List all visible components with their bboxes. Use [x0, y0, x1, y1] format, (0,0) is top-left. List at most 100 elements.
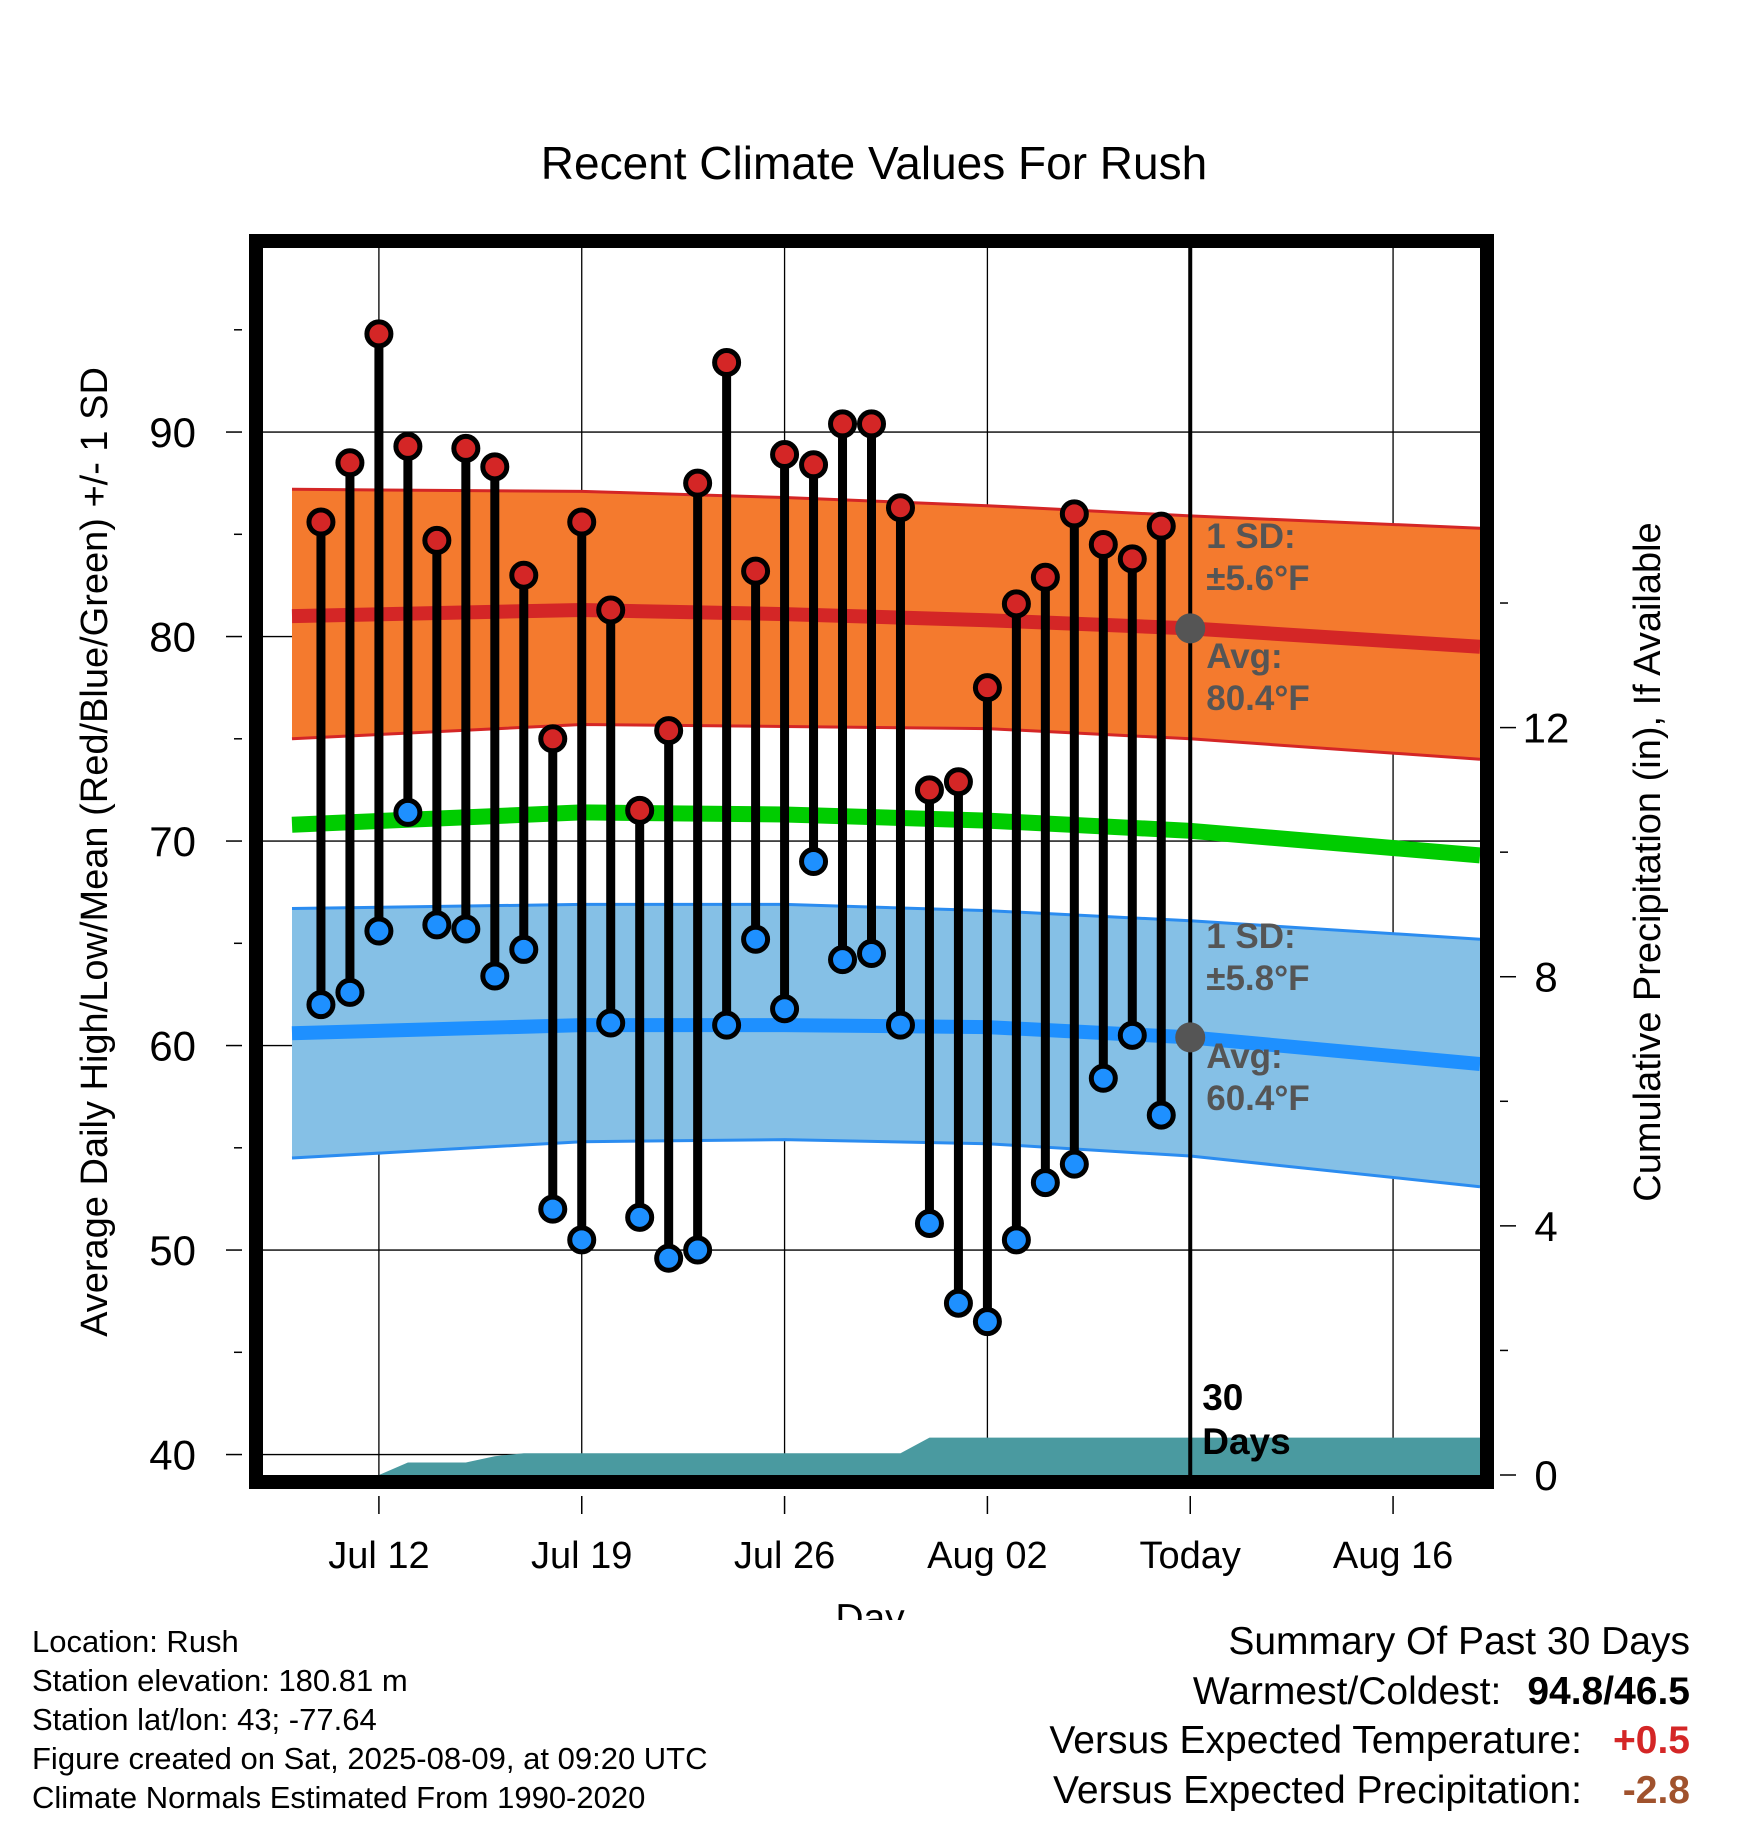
- summary-title: Summary Of Past 30 Days: [1228, 1620, 1690, 1663]
- plot-clip-group: [263, 248, 1480, 1475]
- low-band-lower-edge: [291, 1138, 1480, 1189]
- y2-tick-label: 8: [1534, 954, 1557, 1001]
- x-axis-label: Day: [835, 1597, 905, 1620]
- daily-low-point: [364, 916, 394, 946]
- high-avg-value: 80.4°F: [1206, 679, 1310, 718]
- daily-low-point: [799, 847, 829, 876]
- daily-low-point: [770, 994, 800, 1024]
- daily-high-point: [509, 560, 539, 590]
- daily-low-point: [828, 945, 858, 975]
- summary-precip-label: Versus Expected Precipitation:: [1053, 1768, 1582, 1812]
- daily-high-point: [596, 595, 626, 625]
- daily-low-point: [1088, 1063, 1118, 1093]
- daily-low-point: [1059, 1149, 1089, 1179]
- x-tick-label: Aug 02: [927, 1535, 1047, 1577]
- daily-high-point: [1088, 530, 1118, 560]
- daily-high-point: [885, 493, 915, 523]
- climate-chart: Recent Climate Values For Rush 1 SD:±5.6…: [74, 137, 1669, 1620]
- daily-high-point: [567, 507, 597, 537]
- low-avg-label: Avg:: [1206, 1037, 1282, 1076]
- daily-low-point: [1030, 1168, 1060, 1198]
- daily-low-point: [885, 1010, 915, 1040]
- daily-low-point: [306, 990, 336, 1020]
- y-tick-label: 80: [149, 614, 196, 661]
- daily-high-point: [741, 556, 771, 586]
- daily-high-point: [1117, 544, 1147, 574]
- y-tick-label: 40: [149, 1432, 196, 1479]
- high-normal-mean-line: [291, 602, 1480, 654]
- summary-precip-value: -2.8: [1622, 1768, 1690, 1812]
- y-axis-label: Average Daily High/Low/Mean (Red/Blue/Gr…: [74, 367, 116, 1337]
- location-line: Location: Rush: [32, 1624, 239, 1659]
- daily-high-point: [828, 409, 858, 439]
- daily-high-point: [914, 775, 944, 805]
- daily-low-point: [712, 1010, 742, 1040]
- daily-low-point: [914, 1208, 944, 1238]
- daily-low-point: [683, 1235, 713, 1265]
- daily-low-point: [654, 1243, 684, 1273]
- low-normal-band: [292, 904, 1480, 1187]
- daily-high-point: [1030, 562, 1060, 592]
- daily-high-point: [683, 468, 713, 498]
- daily-low-point: [393, 797, 423, 827]
- summary-range-label: Warmest/Coldest:: [1192, 1669, 1502, 1713]
- daily-high-point: [799, 450, 829, 480]
- plot-frame: [249, 234, 1494, 1489]
- daily-high-point: [335, 448, 365, 478]
- daily-high-point: [857, 409, 886, 439]
- daily-low-point: [567, 1225, 597, 1255]
- x-tick-label: Jul 26: [734, 1535, 835, 1577]
- low-sd-value: ±5.8°F: [1206, 959, 1309, 998]
- high-sd-label: 1 SD:: [1206, 517, 1295, 556]
- summary-temp-row: Versus Expected Temperature: +0.5: [1049, 1716, 1690, 1766]
- normals-line: Climate Normals Estimated From 1990-2020: [32, 1780, 646, 1815]
- x-tick-label: Jul 19: [531, 1535, 632, 1577]
- daily-low-point: [972, 1307, 1002, 1337]
- daily-high-point: [943, 767, 973, 797]
- daily-high-point: [393, 431, 423, 461]
- daily-high-point: [712, 348, 742, 378]
- high-avg-label: Avg:: [1206, 637, 1282, 676]
- summary-range-row: Warmest/Coldest: 94.8/46.5: [1049, 1667, 1690, 1717]
- low-avg-value: 60.4°F: [1206, 1079, 1310, 1118]
- daily-low-point: [509, 934, 539, 964]
- summary-temp-value: +0.5: [1613, 1719, 1690, 1762]
- period-label-number: 30: [1202, 1377, 1243, 1418]
- daily-low-point: [625, 1202, 655, 1232]
- precip-area: [263, 1437, 1480, 1475]
- station-info: Location: Rush Station elevation: 180.81…: [32, 1622, 708, 1817]
- y-tick-label: 50: [149, 1227, 196, 1274]
- daily-low-point: [422, 910, 452, 940]
- daily-high-point: [625, 795, 655, 825]
- daily-high-point: [451, 433, 481, 463]
- chart-title: Recent Climate Values For Rush: [541, 137, 1207, 189]
- x-tick-label: Today: [1140, 1535, 1241, 1577]
- summary-range-value: 94.8/46.5: [1527, 1669, 1690, 1713]
- high-band-lower-edge: [291, 722, 1480, 761]
- summary-temp-label: Versus Expected Temperature:: [1049, 1719, 1582, 1762]
- low-normal-mean-line: [291, 1018, 1480, 1071]
- y-tick-label: 60: [149, 1023, 196, 1070]
- daily-low-point: [596, 1008, 626, 1038]
- high-band-upper-edge: [291, 487, 1480, 530]
- y2-tick-label: 0: [1534, 1452, 1557, 1499]
- daily-low-point: [1117, 1020, 1147, 1050]
- summary-panel: Summary Of Past 30 Days Warmest/Coldest:…: [1049, 1617, 1690, 1815]
- daily-high-point: [306, 507, 336, 537]
- y-tick-label: 70: [149, 818, 196, 865]
- period-label-unit: Days: [1202, 1421, 1290, 1462]
- daily-low-point: [538, 1194, 568, 1224]
- created-line: Figure created on Sat, 2025-08-09, at 09…: [32, 1741, 708, 1776]
- y-tick-label: 90: [149, 409, 196, 456]
- daily-high-point: [770, 440, 800, 470]
- today-high-avg-marker: [1175, 613, 1206, 644]
- daily-high-point: [480, 452, 510, 482]
- mean-normal-line: [291, 804, 1480, 864]
- axes: 40 50 60 70 80 90 0 4 8 12 Jul 12 Jul 19 Jul 26 Aug 0…: [149, 234, 1569, 1577]
- high-normal-band: [292, 489, 1480, 760]
- high-sd-value: ±5.6°F: [1206, 559, 1309, 598]
- daily-low-point: [1001, 1225, 1031, 1255]
- daily-low-point: [741, 924, 771, 954]
- low-band-upper-edge: [291, 902, 1480, 941]
- low-sd-label: 1 SD:: [1206, 917, 1295, 956]
